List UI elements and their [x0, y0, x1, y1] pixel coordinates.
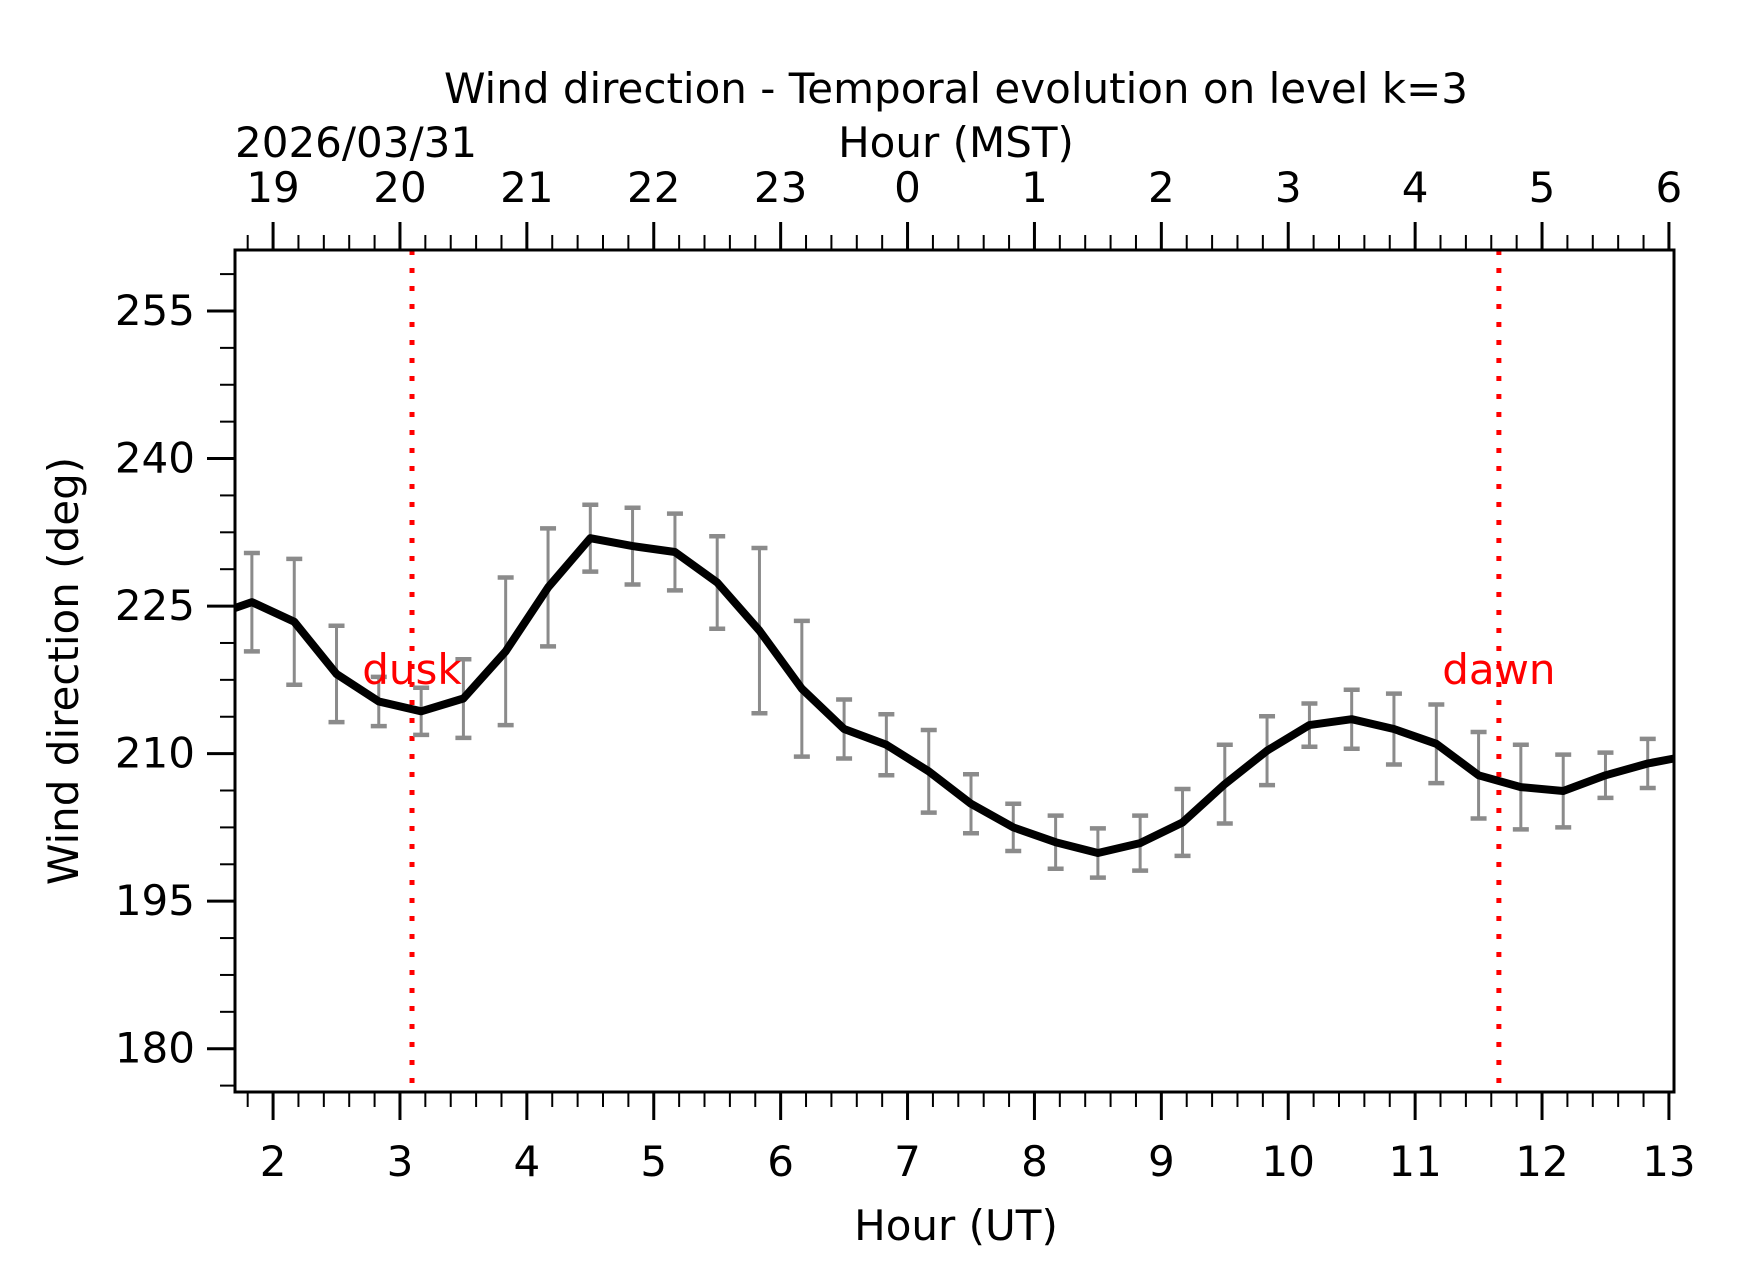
- x-tick-label-ut: 5: [640, 1137, 667, 1186]
- dawn-label: dawn: [1442, 645, 1555, 694]
- x-tick-label-mst: 4: [1402, 163, 1429, 212]
- x-tick-label-ut: 10: [1262, 1137, 1315, 1186]
- dusk-label: dusk: [362, 645, 462, 694]
- x-tick-label-ut: 6: [767, 1137, 794, 1186]
- x-axis-label: Hour (UT): [854, 1201, 1058, 1250]
- date-label: 2026/03/31: [235, 118, 477, 167]
- top-axis-tick-labels: 19 20 21 22 23 0 1 2 3 4 5 6: [246, 163, 1682, 212]
- x-tick-label-ut: 4: [513, 1137, 540, 1186]
- y-axis-tick-labels: 180 195 210 225 240 255: [115, 286, 195, 1073]
- x-tick-label-mst: 20: [373, 163, 426, 212]
- x-tick-label-ut: 12: [1515, 1137, 1568, 1186]
- x-tick-label-ut: 3: [387, 1137, 414, 1186]
- x-tick-label-mst: 19: [246, 163, 299, 212]
- y-tick-label: 255: [115, 286, 195, 335]
- x-tick-label-mst: 5: [1529, 163, 1556, 212]
- y-tick-label: 210: [115, 729, 195, 778]
- x-axis-tick-labels: 2 3 4 5 6 7 8 9 10 11 12 13: [260, 1137, 1696, 1186]
- x-tick-label-mst: 0: [894, 163, 921, 212]
- x-tick-label-ut: 8: [1021, 1137, 1048, 1186]
- wind-direction-series-line: [233, 534, 1675, 857]
- data-line: [233, 534, 1675, 857]
- x-tick-label-ut: 2: [260, 1137, 287, 1186]
- dusk-dawn-annotation-lines: [409, 250, 1502, 1092]
- x-tick-label-mst: 1: [1021, 163, 1048, 212]
- y-tick-label: 225: [115, 581, 195, 630]
- x-tick-label-mst: 2: [1148, 163, 1175, 212]
- x-tick-label-mst: 6: [1656, 163, 1683, 212]
- top-axis-label: Hour (MST): [838, 118, 1074, 167]
- y-tick-label: 240: [115, 434, 195, 483]
- dusk-dawn-annotation-labels: dusk dawn: [362, 645, 1555, 694]
- y-axis-ticks: [207, 273, 235, 1087]
- x-tick-label-mst: 22: [627, 163, 680, 212]
- x-tick-label-mst: 3: [1275, 163, 1302, 212]
- chart-title: Wind direction - Temporal evolution on l…: [444, 64, 1468, 113]
- y-axis-label: Wind direction (deg): [39, 457, 88, 885]
- x-tick-label-ut: 13: [1642, 1137, 1695, 1186]
- top-axis-ticks: [246, 222, 1671, 250]
- x-tick-label-ut: 7: [894, 1137, 921, 1186]
- y-tick-label: 195: [115, 876, 195, 925]
- y-tick-label: 180: [115, 1024, 195, 1073]
- x-tick-label-ut: 9: [1148, 1137, 1175, 1186]
- x-tick-label-mst: 23: [754, 163, 807, 212]
- x-tick-label-mst: 21: [500, 163, 553, 212]
- plot-frame: [233, 248, 1676, 1094]
- x-tick-label-ut: 11: [1388, 1137, 1441, 1186]
- x-axis-ticks: [246, 1092, 1671, 1120]
